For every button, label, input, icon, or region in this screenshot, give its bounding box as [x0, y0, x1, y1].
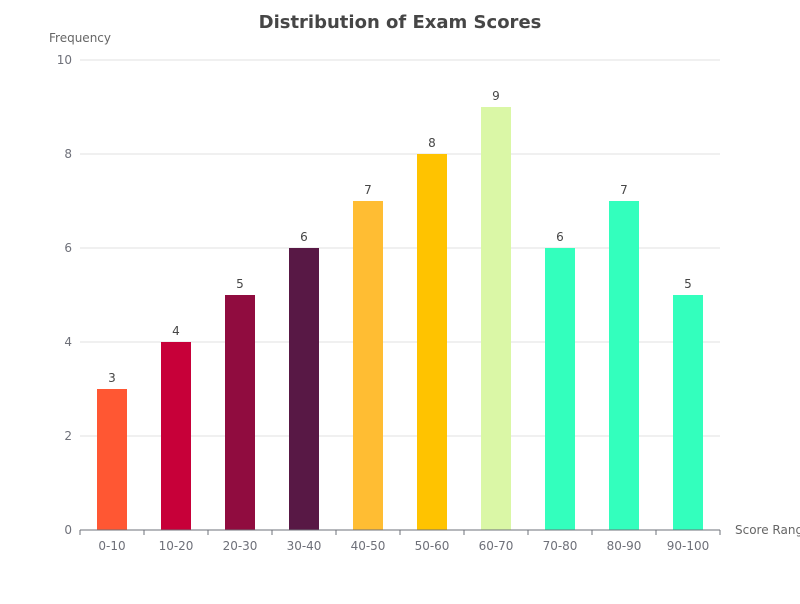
- x-axis-label: Score Range: [735, 523, 800, 537]
- bar-80-90: [609, 201, 639, 530]
- data-label: 6: [300, 230, 308, 244]
- x-tick-label: 80-90: [607, 539, 642, 553]
- bar-50-60: [417, 154, 447, 530]
- y-axis-label: Frequency: [49, 31, 111, 45]
- bar-30-40: [289, 248, 319, 530]
- y-tick-label: 6: [64, 241, 72, 255]
- bars: [97, 107, 703, 530]
- x-tick-label: 20-30: [223, 539, 258, 553]
- x-tick-label: 60-70: [479, 539, 514, 553]
- y-tick-label: 4: [64, 335, 72, 349]
- data-label: 5: [684, 277, 692, 291]
- data-label: 6: [556, 230, 564, 244]
- data-label: 4: [172, 324, 180, 338]
- y-tick-label: 8: [64, 147, 72, 161]
- chart-title: Distribution of Exam Scores: [259, 12, 542, 33]
- bar-10-20: [161, 342, 191, 530]
- y-tick-label: 0: [64, 523, 72, 537]
- y-tick-label: 10: [57, 53, 72, 67]
- bar-40-50: [353, 201, 383, 530]
- data-label: 7: [364, 183, 372, 197]
- data-label: 9: [492, 89, 500, 103]
- data-labels: 3 4 5 6 7 8 9 6 7 5: [108, 89, 692, 385]
- bar-60-70: [481, 107, 511, 530]
- x-tick-label: 40-50: [351, 539, 386, 553]
- data-label: 8: [428, 136, 436, 150]
- x-axis: 0 2 4 6 8 10 0-10 10-20 20-30 30-40 40-50 50-60 60-7…: [57, 53, 721, 553]
- data-label: 3: [108, 371, 116, 385]
- data-label: 7: [620, 183, 628, 197]
- x-tick-label: 10-20: [159, 539, 194, 553]
- x-tick-label: 50-60: [415, 539, 450, 553]
- x-tick-label: 30-40: [287, 539, 322, 553]
- x-tick-label: 90-100: [667, 539, 710, 553]
- bar-70-80: [545, 248, 575, 530]
- data-label: 5: [236, 277, 244, 291]
- x-tick-label: 0-10: [98, 539, 125, 553]
- x-tick-label: 70-80: [543, 539, 578, 553]
- bar-0-10: [97, 389, 127, 530]
- bar-90-100: [673, 295, 703, 530]
- y-tick-label: 2: [64, 429, 72, 443]
- bar-20-30: [225, 295, 255, 530]
